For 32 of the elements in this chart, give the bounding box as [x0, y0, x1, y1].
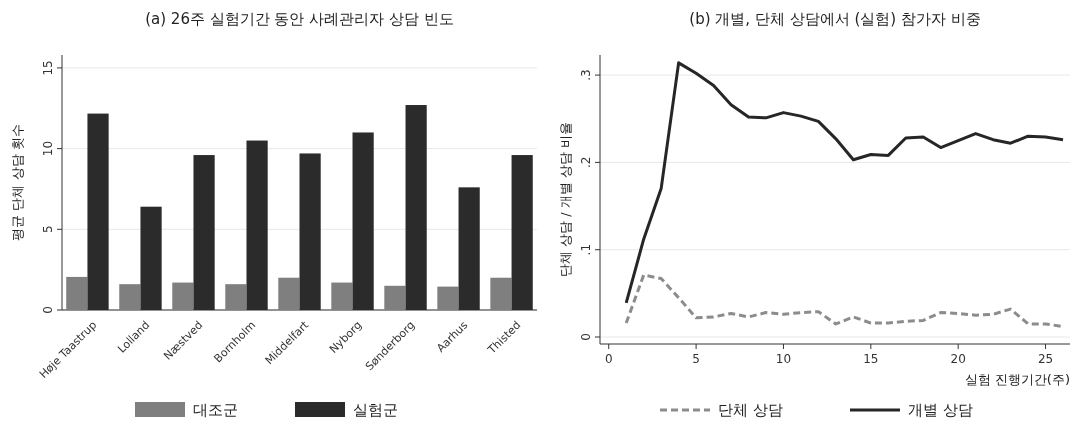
chart-title: (a) 26주 실험기간 동안 사례관리자 상담 빈도: [145, 10, 454, 28]
x-tick-label: 25: [1037, 352, 1054, 366]
y-tick-label: 15: [41, 60, 55, 76]
chart-title: (b) 개별, 단체 상담에서 (실험) 참가자 비중: [689, 10, 981, 28]
x-tick-label: 20: [950, 352, 966, 366]
x-axis-title: 실험 진행기간(주): [964, 372, 1070, 387]
bar: [437, 286, 459, 310]
bar: [331, 282, 353, 310]
bar: [172, 282, 194, 310]
line-series: [624, 61, 1065, 305]
x-tick-label: 10: [775, 352, 792, 366]
legend-label: 실험군: [353, 401, 398, 419]
y-axis-title: 평균 단체 상담 횟수: [10, 124, 25, 241]
y-tick-label: .2: [579, 156, 593, 169]
legend-label: 대조군: [193, 401, 238, 419]
x-tick-label: 15: [863, 352, 879, 366]
y-axis-title: 단체 상담 / 개별 상담 비율: [558, 121, 573, 278]
y-tick-label: .3: [579, 69, 593, 81]
y-tick-label: 10: [41, 140, 55, 157]
x-tick-label: 5: [692, 352, 700, 366]
bar: [66, 276, 88, 310]
bar: [119, 284, 141, 310]
bar: [225, 284, 247, 310]
bar: [278, 277, 300, 310]
y-tick-label: 5: [41, 225, 55, 234]
y-tick-label: .1: [579, 243, 593, 256]
bar: [490, 277, 512, 310]
legend-label: 단체 상담: [718, 401, 783, 419]
x-tick-label: 0: [604, 352, 613, 366]
legend-label: 개별 상담: [908, 401, 973, 419]
bar: [384, 285, 406, 310]
y-tick-label: 0: [41, 306, 55, 314]
